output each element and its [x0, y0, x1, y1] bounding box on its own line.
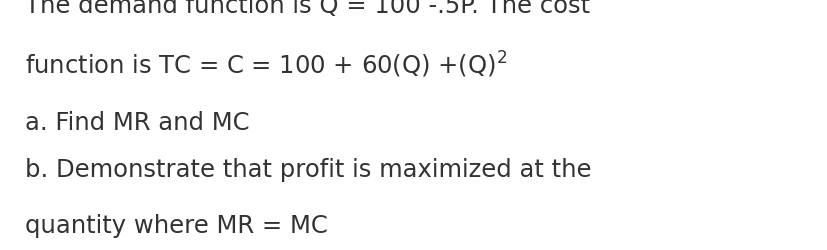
Text: a. Find MR and MC: a. Find MR and MC: [25, 111, 249, 135]
Text: b. Demonstrate that profit is maximized at the: b. Demonstrate that profit is maximized …: [25, 158, 590, 182]
Text: The demand function is Q = 100 -.5P. The cost: The demand function is Q = 100 -.5P. The…: [25, 0, 590, 18]
Text: function is TC = C = 100 + 60(Q) +(Q)$^{\mathregular{2}}$: function is TC = C = 100 + 60(Q) +(Q)$^{…: [25, 50, 506, 80]
Text: quantity where MR = MC: quantity where MR = MC: [25, 214, 327, 238]
